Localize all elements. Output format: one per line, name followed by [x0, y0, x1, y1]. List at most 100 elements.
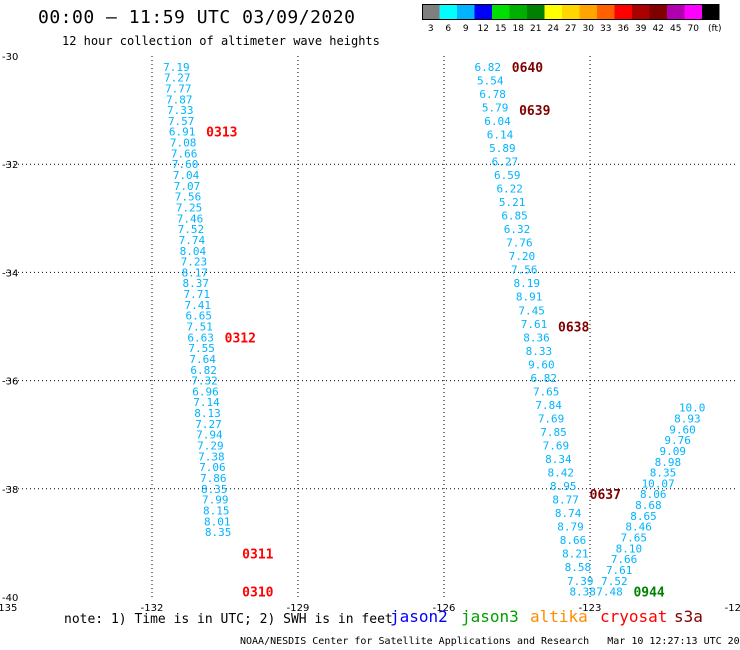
- color-scale-swatch: [667, 4, 685, 20]
- color-scale-label: 70: [688, 24, 700, 34]
- data-point-s3a: 8.21: [562, 548, 589, 561]
- color-scale-label: 3: [428, 24, 434, 34]
- color-scale-label: 15: [495, 24, 506, 34]
- color-scale-swatch: [614, 4, 632, 20]
- data-point-jason3: 9.76: [664, 434, 691, 447]
- data-point-s3a: 6.82: [531, 372, 558, 385]
- color-scale-swatch: [562, 4, 580, 20]
- data-point-s3a: 7.84: [535, 399, 562, 412]
- color-scale-label: 33: [600, 24, 611, 34]
- data-point-s3a: 6.04: [484, 115, 511, 128]
- data-point-cryosat: 7.32: [191, 375, 218, 388]
- data-point-cryosat: 7.06: [199, 461, 226, 474]
- color-scale-label: 18: [513, 24, 525, 34]
- color-scale-border: [422, 4, 720, 20]
- data-point-s3a: 8.38: [569, 586, 596, 599]
- data-point-s3a: 8.66: [560, 534, 587, 547]
- color-scale-label: 6: [445, 24, 451, 34]
- data-point-cryosat: 8.13: [194, 407, 221, 420]
- color-scale-label: 39: [635, 24, 647, 34]
- data-point-cryosat: 7.14: [193, 396, 220, 409]
- data-point-cryosat: 8.35: [205, 526, 232, 539]
- data-point-cryosat: 7.41: [184, 299, 211, 312]
- time-label-cryosat: 0310: [242, 586, 273, 601]
- x-tick-label: -135: [0, 603, 17, 614]
- color-scale-label: 24: [548, 24, 560, 34]
- data-point-cryosat: 7.51: [186, 321, 213, 334]
- data-point-s3a: 7.56: [511, 264, 538, 277]
- data-point-jason3: 8.35: [650, 467, 677, 480]
- x-tick-label: -120: [725, 603, 740, 614]
- color-scale-legend: 3 6 9 12 15 18 21 24 27 30 33 36 39 42 45 70 (ft): [422, 4, 722, 34]
- data-point-cryosat: 7.94: [196, 429, 223, 442]
- data-point-s3a: 7.61: [521, 318, 548, 331]
- data-point-cryosat: 7.07: [174, 180, 201, 193]
- data-point-s3a: 8.36: [523, 331, 550, 344]
- satellite-legend-s3a: s3a: [674, 607, 703, 626]
- x-tick-label: -126: [433, 603, 456, 614]
- color-scale-label: 27: [565, 24, 576, 34]
- y-tick-label: -36: [2, 377, 18, 388]
- data-point-jason3: 8.46: [625, 521, 652, 534]
- data-point-jason3: 7.48: [596, 586, 623, 599]
- data-point-jason3: 8.93: [674, 412, 701, 425]
- data-point-s3a: 8.58: [565, 561, 592, 574]
- data-point-s3a: 6.85: [501, 210, 528, 223]
- note-text: note: 1) Time is in UTC; 2) SWH is in fe…: [64, 612, 393, 627]
- data-point-jason3: 9.09: [659, 445, 686, 458]
- color-scale-label: 36: [618, 24, 630, 34]
- data-point-s3a: 8.95: [550, 480, 577, 493]
- page-title: 00:00 – 11:59 UTC 03/09/2020: [38, 7, 356, 28]
- data-point-s3a: 8.77: [552, 494, 579, 507]
- y-tick-label: -34: [2, 268, 18, 279]
- data-point-cryosat: 7.56: [175, 191, 202, 204]
- footer-credits: NOAA/NESDIS Center for Satellite Applica…: [240, 636, 740, 647]
- page-subtitle: 12 hour collection of altimeter wave hei…: [62, 34, 380, 48]
- data-point-s3a: 7.20: [509, 250, 536, 263]
- data-point-s3a: 9.60: [528, 358, 555, 371]
- data-point-s3a: 6.59: [494, 169, 521, 182]
- color-scale-swatch: [422, 4, 440, 20]
- data-point-jason3: 7.66: [611, 553, 638, 566]
- data-point-cryosat: 7.77: [165, 82, 192, 95]
- time-label-cryosat: 0312: [225, 331, 256, 346]
- data-point-cryosat: 8.17: [182, 266, 209, 279]
- y-tick-label: -32: [2, 160, 18, 171]
- data-point-s3a: 8.19: [513, 277, 540, 290]
- satellite-legend-altika: altika: [530, 607, 588, 626]
- data-point-jason3: 10.0: [679, 402, 706, 415]
- y-tick-label: -40: [2, 593, 18, 604]
- time-label-cryosat: 0313: [206, 126, 237, 141]
- y-tick-label: -38: [2, 485, 18, 496]
- color-scale-label: 9: [463, 24, 469, 34]
- data-point-cryosat: 7.27: [195, 418, 222, 431]
- color-scale-swatch: [544, 4, 562, 20]
- data-point-cryosat: 7.57: [168, 115, 195, 128]
- data-point-s3a: 6.27: [492, 155, 519, 168]
- data-point-cryosat: 6.63: [187, 331, 214, 344]
- data-point-cryosat: 6.65: [185, 310, 212, 323]
- data-point-cryosat: 7.27: [164, 72, 191, 85]
- satellite-legend-jason3: jason3: [461, 607, 519, 626]
- data-point-s3a: 8.74: [555, 507, 582, 520]
- data-point-cryosat: 8.15: [203, 504, 230, 517]
- data-point-s3a: 5.54: [477, 74, 504, 87]
- color-scale-swatch: [509, 4, 527, 20]
- satellite-legend-jason2: jason2: [390, 607, 448, 626]
- color-scale-swatch: [597, 4, 615, 20]
- data-point-s3a: 7.85: [540, 426, 567, 439]
- data-point-cryosat: 7.38: [198, 450, 225, 463]
- data-point-jason3: 8.68: [635, 499, 662, 512]
- data-point-s3a: 5.79: [482, 101, 509, 114]
- x-tick-label: -123: [579, 603, 602, 614]
- color-scale-swatch: [684, 4, 702, 20]
- data-point-cryosat: 7.99: [202, 494, 229, 507]
- data-point-s3a: 6.22: [496, 183, 523, 196]
- data-point-jason3: 7.65: [621, 531, 648, 544]
- color-scale-label: 42: [653, 24, 664, 34]
- data-point-s3a: 7.65: [533, 385, 560, 398]
- time-label-s3a: 0637: [590, 488, 621, 503]
- data-point-cryosat: 7.86: [200, 472, 227, 485]
- time-label-s3a: 0640: [512, 61, 543, 76]
